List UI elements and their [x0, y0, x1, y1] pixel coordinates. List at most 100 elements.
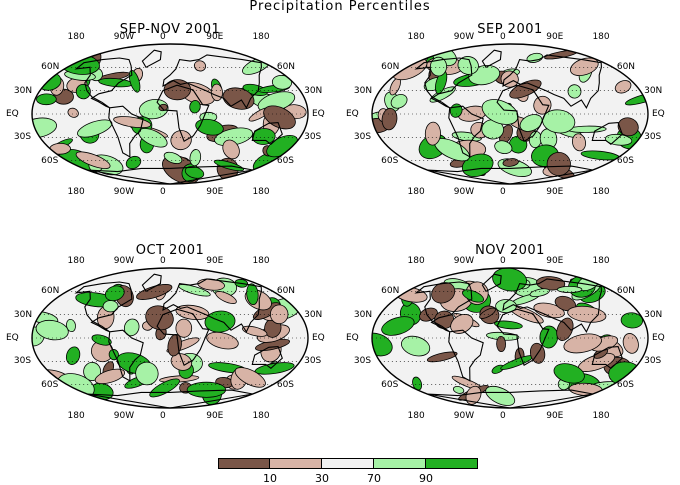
percentile-region [429, 56, 448, 77]
percentile-region [163, 151, 183, 164]
percentile-region [269, 304, 289, 325]
lat-label-right: 30N [644, 85, 663, 96]
percentile-region [135, 361, 159, 386]
percentile-region [75, 151, 111, 169]
lat-label-right: 60N [276, 286, 296, 297]
legend-tick: 70 [367, 472, 381, 485]
lat-label-left: EQ [6, 333, 19, 343]
lat-label-left: 60S [381, 155, 399, 166]
lon-label-bottom: 180 [407, 411, 425, 421]
lat-label-right: 30S [644, 356, 662, 367]
lon-label-bottom: 90W [113, 187, 135, 197]
percentile-region [461, 289, 485, 303]
lon-label-top: 0 [160, 256, 166, 266]
percentile-shading [372, 268, 648, 408]
lat-label-right: 60S [616, 155, 635, 166]
lon-label-top: 90W [453, 32, 475, 42]
percentile-region [563, 333, 602, 354]
percentile-region [234, 367, 266, 388]
percentile-region [67, 107, 79, 118]
continent-outline [448, 329, 484, 382]
lat-label-right: EQ [652, 109, 665, 119]
continent-outline [502, 54, 602, 109]
lat-label-left: 60N [41, 286, 60, 297]
percentile-region [572, 133, 586, 152]
percentile-region [457, 56, 479, 75]
legend-swatch-very-dry [218, 458, 270, 469]
percentile-region [170, 353, 193, 371]
legend-swatch-dry [269, 458, 322, 469]
lon-label-top: 90W [113, 32, 135, 42]
percentile-region [494, 320, 523, 330]
percentile-shading [32, 48, 308, 184]
continent-outline [414, 57, 473, 109]
figure-title: Precipitation Percentiles [249, 0, 431, 14]
continent-outline [74, 281, 133, 333]
lat-label-right: 60S [276, 379, 295, 390]
lon-label-bottom: 90W [113, 411, 135, 421]
percentile-region [222, 87, 255, 110]
panel-title: NOV 2001 [475, 243, 545, 258]
map-panel-nov-2001: NOV 2001 180 180 90W 90W 0 0 90E 90E 180 180 60N 60… [340, 234, 680, 474]
lon-label-bottom: 180 [592, 411, 610, 421]
lon-label-top: 180 [407, 32, 425, 42]
lat-label-left: 30N [353, 309, 373, 320]
lat-label-right: 60S [276, 155, 295, 166]
continent-outline [427, 389, 593, 408]
percentile-region [246, 283, 259, 306]
lat-label-right: 30S [304, 356, 322, 367]
percentile-region [622, 333, 639, 354]
lon-label-bottom: 180 [67, 411, 85, 421]
lat-label-right: EQ [652, 333, 665, 343]
percentile-region [614, 80, 632, 94]
percentile-region [509, 79, 542, 99]
lat-label-left: 60N [381, 286, 400, 297]
lat-label-right: 60N [616, 62, 636, 73]
percentile-region [136, 284, 173, 300]
lat-label-left: EQ [346, 333, 359, 343]
robinson-map [371, 267, 649, 409]
percentile-region [195, 118, 224, 136]
percentile-region [193, 60, 207, 72]
percentile-region [390, 93, 408, 109]
lon-label-top: 0 [500, 32, 506, 42]
percentile-region [83, 362, 102, 381]
lat-label-left: 30N [353, 85, 373, 96]
percentile-region [479, 307, 496, 319]
percentile-region [533, 302, 565, 319]
percentile-region [35, 319, 69, 341]
continent-outline [591, 346, 623, 370]
map-panel-sep-nov-2001: SEP-NOV 2001 180 180 90W 90W 0 0 90E 90E 180 180 6… [0, 10, 340, 250]
continent-outline [448, 105, 484, 158]
lon-label-top: 90E [206, 32, 224, 42]
continent-outline [156, 308, 210, 367]
lat-label-left: 30S [353, 132, 372, 143]
percentile-region [125, 155, 142, 170]
percentile-region [213, 159, 245, 172]
legend-tick: 10 [263, 472, 277, 485]
percentile-region [502, 158, 519, 167]
percentile-region [556, 286, 583, 294]
lon-label-top: 90E [206, 256, 224, 266]
continent-outline [251, 122, 283, 146]
lon-label-bottom: 90E [546, 187, 564, 197]
percentile-region [553, 363, 585, 384]
robinson-map [371, 43, 649, 185]
lon-label-top: 180 [252, 32, 270, 42]
continent-outline [162, 54, 262, 109]
percentile-region [567, 305, 607, 323]
percentile-region [401, 335, 431, 357]
lat-label-right: 30S [304, 132, 322, 143]
percentile-region [424, 121, 441, 146]
lat-label-right: 30N [644, 309, 663, 320]
continent-outline [156, 84, 210, 143]
continent-outline [141, 273, 162, 293]
percentile-region [242, 325, 268, 337]
lon-label-bottom: 90W [453, 411, 475, 421]
percentile-region [426, 351, 458, 363]
percentile-region [494, 140, 513, 155]
percentile-region [500, 70, 519, 88]
continent-outline [87, 165, 253, 184]
lon-label-top: 90W [453, 256, 475, 266]
lon-label-bottom: 90W [453, 187, 475, 197]
